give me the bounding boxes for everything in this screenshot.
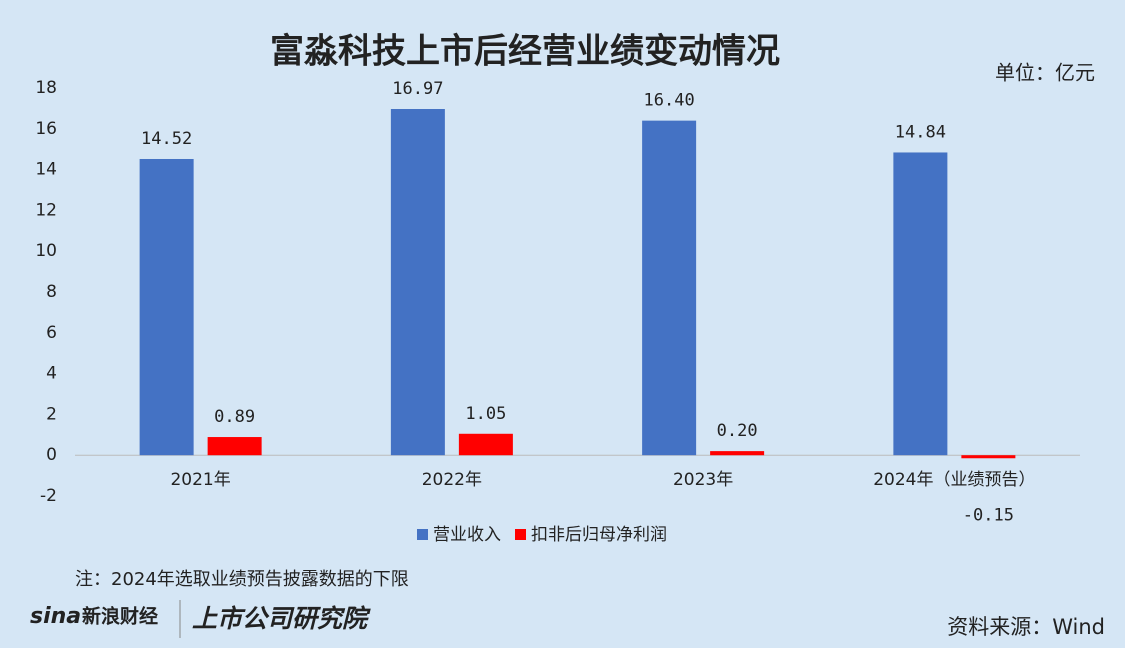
y-tick-label: 4	[46, 364, 57, 384]
y-tick-label: 6	[46, 323, 57, 343]
bar	[207, 437, 262, 456]
bar	[710, 451, 765, 456]
y-tick-label: 18	[35, 78, 57, 98]
legend-swatch	[515, 529, 526, 540]
x-tick-label: 2023年	[673, 470, 733, 490]
y-tick-label: -2	[40, 486, 57, 506]
x-tick-label: 2021年	[170, 470, 230, 490]
y-tick-label: 12	[35, 200, 57, 220]
data-label: 14.52	[141, 129, 192, 149]
bar	[961, 455, 1016, 459]
data-label: 1.05	[465, 404, 506, 424]
data-label: 14.84	[895, 122, 946, 142]
y-tick-label: 10	[35, 241, 57, 261]
logo-institute: 上市公司研究院	[192, 604, 371, 633]
data-label: -0.15	[963, 505, 1014, 525]
source: 资料来源：Wind	[947, 615, 1105, 639]
data-label: 16.97	[392, 79, 443, 99]
unit-label: 单位：亿元	[995, 61, 1095, 85]
y-tick-label: 16	[35, 119, 57, 139]
legend-label: 扣非后归母净利润	[531, 525, 667, 545]
data-label: 16.40	[644, 91, 695, 111]
data-label: 0.89	[214, 407, 255, 427]
legend-swatch	[417, 529, 428, 540]
note: 注：2024年选取业绩预告披露数据的下限	[75, 569, 409, 590]
bar	[642, 120, 697, 456]
bar	[390, 109, 445, 456]
x-tick-label: 2022年	[422, 470, 482, 490]
bar	[893, 152, 948, 456]
y-tick-label: 14	[35, 160, 57, 180]
logo-brand: sina	[30, 604, 81, 629]
data-label: 0.20	[717, 421, 758, 441]
chart-title: 富淼科技上市后经营业绩变动情况	[270, 32, 780, 72]
logo-name: 新浪财经	[82, 605, 158, 628]
bar	[139, 158, 194, 456]
bar	[458, 433, 513, 456]
legend-label: 营业收入	[433, 525, 501, 545]
x-tick-label: 2024年（业绩预告）	[873, 470, 1035, 490]
y-tick-label: 2	[46, 404, 57, 424]
y-tick-label: 0	[46, 445, 57, 465]
y-tick-label: 8	[46, 282, 57, 302]
